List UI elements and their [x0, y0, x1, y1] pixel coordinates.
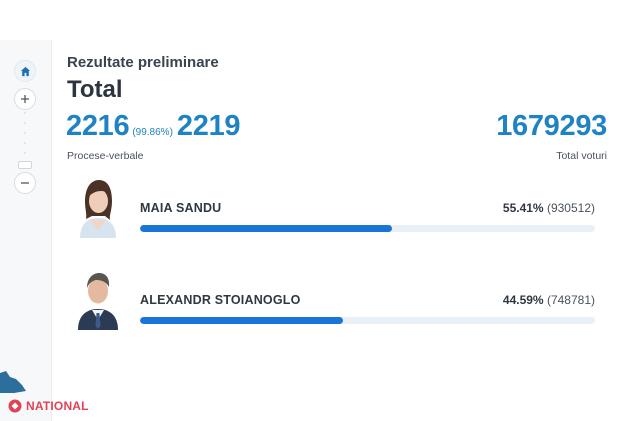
home-button[interactable] [14, 60, 36, 82]
protocols-label: Procese-verbale [67, 150, 144, 162]
candidate-percent: 44.59% [502, 293, 544, 307]
zoom-slider-track[interactable] [24, 112, 26, 170]
total-votes-label: Total voturi [556, 150, 607, 162]
page-subtitle: Rezultate preliminare [67, 54, 219, 71]
result-bar-track [140, 317, 595, 324]
zoom-out-button[interactable] [14, 172, 36, 194]
candidate-row[interactable]: ALEXANDR STOIANOGLO 44.59% (748781) [72, 268, 602, 338]
map-fragment [0, 371, 26, 393]
candidate-result: 44.59% (748781) [503, 293, 595, 307]
candidate-name: ALEXANDR STOIANOGLO [140, 293, 301, 307]
watermark: NATIONAL [8, 399, 89, 413]
result-bar-track [140, 225, 595, 232]
result-bar-fill [140, 225, 393, 232]
total-protocols-count: 2219 [176, 110, 241, 142]
zoom-slider-handle[interactable] [18, 161, 32, 169]
map-controls-panel [0, 40, 52, 421]
zoom-in-button[interactable] [14, 88, 36, 110]
minus-icon [21, 182, 29, 184]
home-icon [20, 66, 30, 76]
protocols-stat: 2216 (99.86%) 2219 [66, 110, 241, 143]
watermark-text: NATIONAL [26, 399, 89, 413]
logo-icon [8, 399, 22, 413]
page-title: Total [67, 76, 123, 103]
avatar [72, 268, 124, 330]
candidate-name: MAIA SANDU [140, 201, 222, 215]
result-bar-fill [140, 317, 343, 324]
total-votes-count: 1679293 [496, 110, 607, 142]
avatar [72, 176, 124, 238]
candidate-votes: (748781) [546, 293, 595, 307]
plus-icon [21, 95, 29, 103]
processed-count: 2216 [66, 110, 130, 142]
processed-percent: (99.86%) [132, 127, 173, 138]
candidate-percent: 55.41% [502, 201, 544, 215]
candidate-result: 55.41% (930512) [503, 201, 595, 215]
candidate-votes: (930512) [546, 201, 595, 215]
candidate-row[interactable]: MAIA SANDU 55.41% (930512) [72, 176, 602, 246]
